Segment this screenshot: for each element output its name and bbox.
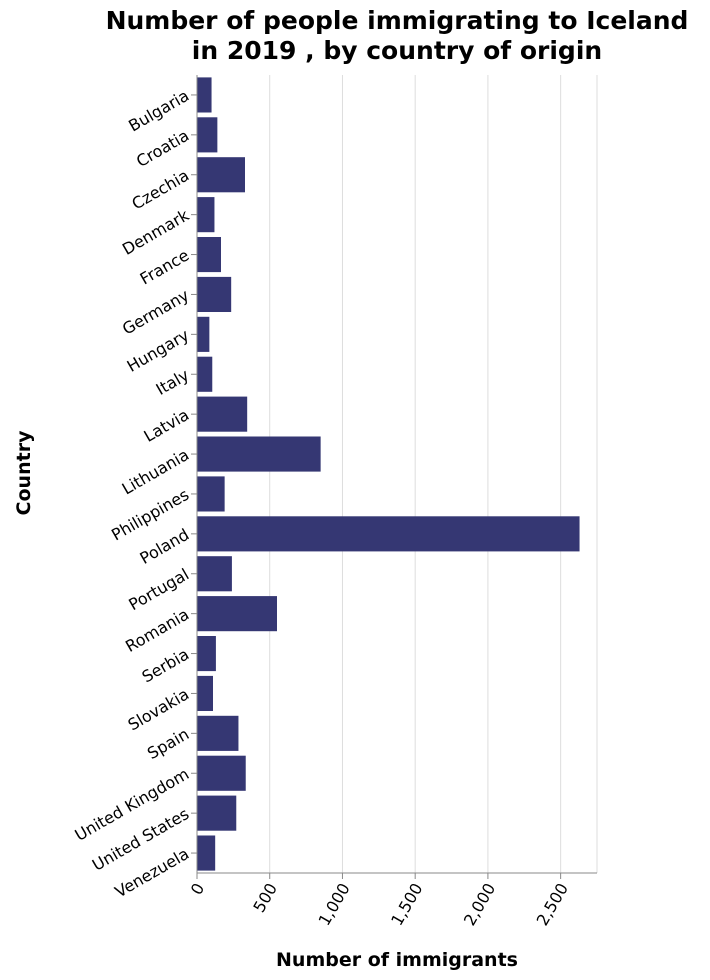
axes	[191, 75, 597, 879]
y-tick-label-italy: Italy	[153, 365, 193, 399]
chart-title-line-2: in 2019 , by country of origin	[192, 36, 602, 65]
x-tick-label-1: 500	[249, 880, 281, 916]
bar-venezuela	[197, 835, 216, 871]
y-tick-label-poland: Poland	[136, 525, 192, 568]
bar-latvia	[197, 396, 248, 432]
bar-czechia	[197, 157, 245, 193]
bar-portugal	[197, 556, 232, 592]
y-axis-title: Country	[13, 430, 35, 516]
bar-italy	[197, 356, 213, 392]
bar-spain	[197, 715, 239, 751]
x-tick-label-5: 2,500	[533, 880, 572, 929]
y-tick-label-serbia: Serbia	[139, 644, 193, 686]
bar-hungary	[197, 316, 210, 352]
chart-title-line-1: Number of people immigrating to Iceland	[106, 6, 689, 35]
y-tick-labels: BulgariaCroatiaCzechiaDenmarkFranceGerma…	[72, 86, 193, 902]
x-tick-label-3: 1,500	[387, 880, 426, 929]
x-axis-title: Number of immigrants	[276, 949, 518, 971]
bar-romania	[197, 596, 277, 632]
y-tick-label-latvia: Latvia	[141, 405, 193, 446]
bar-united-kingdom	[197, 755, 246, 791]
x-tick-label-0: 0	[187, 880, 209, 898]
y-tick-label-spain: Spain	[144, 724, 192, 763]
x-tick-label-2: 1,000	[314, 880, 353, 929]
bar-germany	[197, 276, 232, 313]
bars	[197, 77, 580, 871]
bar-france	[197, 236, 221, 273]
bar-slovakia	[197, 675, 213, 712]
y-tick-label-france: France	[137, 245, 193, 288]
bar-lithuania	[197, 436, 321, 472]
x-tick-label-4: 2,000	[460, 880, 499, 929]
bar-serbia	[197, 635, 216, 672]
bar-denmark	[197, 197, 215, 233]
bar-united-states	[197, 795, 237, 831]
bar-philippines	[197, 476, 225, 512]
bar-croatia	[197, 117, 218, 153]
y-tick-label-croatia: Croatia	[133, 126, 192, 171]
bar-bulgaria	[197, 77, 212, 113]
gridlines	[269, 75, 598, 873]
x-tick-labels: 0 500 1,000 1,500 2,000 2,500	[187, 880, 572, 929]
bar-poland	[197, 516, 580, 552]
